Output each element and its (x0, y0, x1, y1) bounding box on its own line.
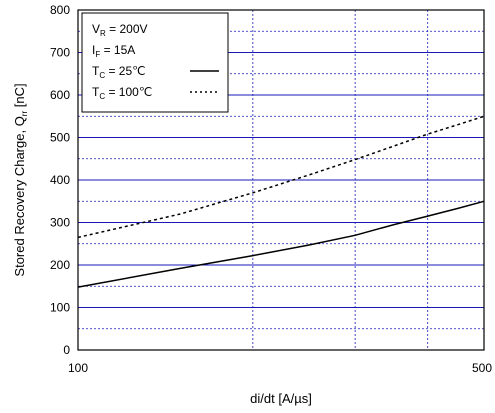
y-tick-label: 100 (50, 301, 70, 315)
y-tick-label: 500 (50, 131, 70, 145)
legend: VR = 200V IF = 15A TC = 25℃ TC = 100℃ (81, 12, 229, 113)
y-tick-label: 400 (50, 173, 70, 187)
plot-frame (77, 9, 485, 351)
x-tick-label: 500 (472, 361, 492, 375)
x-tick-label: 100 (68, 361, 88, 375)
series-line-tc-100 (77, 115, 485, 239)
legend-entry-label: TC = 25℃ (92, 64, 146, 80)
y-tick-label: 700 (50, 46, 70, 60)
y-tick-label: 600 (50, 88, 70, 102)
y-tick-label: 0 (63, 343, 70, 357)
legend-box (81, 12, 229, 113)
series-group (77, 115, 485, 288)
series-line-tc-25 (77, 200, 485, 288)
legend-condition: VR = 200V (92, 22, 148, 38)
tick-labels: 0 100 200 300 400 500 600 700 800 100 500 (50, 3, 492, 375)
y-tick-label: 800 (50, 3, 70, 17)
y-tick-label: 200 (50, 258, 70, 272)
legend-condition: IF = 15A (92, 43, 135, 59)
x-axis-label: di/dt [A/µs] (250, 391, 312, 406)
y-axis-label: Stored Recovery Charge, Qrr [nC] (12, 83, 29, 276)
legend-entry-label: TC = 100℃ (92, 85, 152, 101)
y-tick-label: 300 (50, 216, 70, 230)
